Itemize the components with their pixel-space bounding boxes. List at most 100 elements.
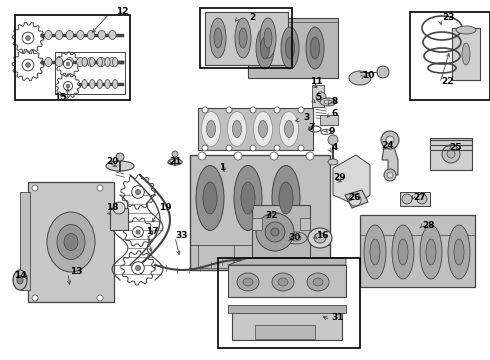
Circle shape xyxy=(172,151,178,157)
Ellipse shape xyxy=(17,276,23,284)
Circle shape xyxy=(202,107,208,113)
Polygon shape xyxy=(205,12,288,65)
Text: 9: 9 xyxy=(329,126,335,135)
Ellipse shape xyxy=(214,28,222,48)
Ellipse shape xyxy=(168,159,182,165)
Ellipse shape xyxy=(364,225,386,279)
Text: 33: 33 xyxy=(176,230,188,239)
Circle shape xyxy=(377,66,389,78)
Ellipse shape xyxy=(462,43,470,65)
Circle shape xyxy=(116,153,124,161)
Bar xyxy=(248,18,338,78)
Ellipse shape xyxy=(314,233,326,243)
Bar xyxy=(190,155,330,270)
Ellipse shape xyxy=(201,112,220,147)
Circle shape xyxy=(298,145,304,151)
Circle shape xyxy=(132,262,144,274)
Circle shape xyxy=(97,185,103,191)
Ellipse shape xyxy=(235,18,251,58)
Text: 5: 5 xyxy=(315,94,321,103)
Bar xyxy=(232,308,342,340)
Circle shape xyxy=(250,107,256,113)
Text: 15: 15 xyxy=(54,94,66,103)
Polygon shape xyxy=(228,258,346,265)
Bar xyxy=(360,215,475,287)
Ellipse shape xyxy=(454,239,464,265)
Text: 27: 27 xyxy=(414,194,426,202)
Ellipse shape xyxy=(420,225,442,279)
Ellipse shape xyxy=(210,18,226,58)
Circle shape xyxy=(64,59,73,68)
Ellipse shape xyxy=(271,228,279,236)
Ellipse shape xyxy=(109,31,116,40)
Ellipse shape xyxy=(97,80,102,89)
Circle shape xyxy=(226,107,232,113)
Ellipse shape xyxy=(87,58,95,67)
Ellipse shape xyxy=(237,273,259,291)
Ellipse shape xyxy=(98,31,105,40)
Ellipse shape xyxy=(241,182,255,214)
Circle shape xyxy=(66,62,70,66)
Text: 6: 6 xyxy=(332,108,338,117)
Bar xyxy=(200,8,292,68)
Ellipse shape xyxy=(243,278,253,286)
Text: 28: 28 xyxy=(422,220,434,230)
Ellipse shape xyxy=(261,37,270,59)
Ellipse shape xyxy=(106,161,134,171)
Ellipse shape xyxy=(98,58,105,67)
Text: 8: 8 xyxy=(332,96,338,105)
Circle shape xyxy=(113,202,125,214)
Ellipse shape xyxy=(381,131,399,149)
Text: 23: 23 xyxy=(442,13,454,22)
Ellipse shape xyxy=(265,222,285,242)
Bar xyxy=(320,115,338,125)
Ellipse shape xyxy=(227,112,246,147)
Bar xyxy=(28,182,114,302)
Ellipse shape xyxy=(387,172,393,178)
Circle shape xyxy=(250,145,256,151)
Ellipse shape xyxy=(239,28,247,48)
Text: 31: 31 xyxy=(332,314,344,323)
Circle shape xyxy=(306,152,314,160)
Circle shape xyxy=(349,194,361,206)
Bar xyxy=(252,205,310,260)
Circle shape xyxy=(22,32,34,44)
Ellipse shape xyxy=(311,37,319,59)
Ellipse shape xyxy=(90,58,95,67)
Ellipse shape xyxy=(259,121,268,138)
Bar xyxy=(198,108,313,150)
Ellipse shape xyxy=(278,278,288,286)
Text: 14: 14 xyxy=(14,270,26,279)
Ellipse shape xyxy=(313,278,323,286)
Text: 29: 29 xyxy=(334,174,346,183)
Text: 30: 30 xyxy=(289,234,301,243)
Circle shape xyxy=(97,295,103,301)
Ellipse shape xyxy=(426,239,436,265)
Circle shape xyxy=(22,59,34,71)
Ellipse shape xyxy=(82,58,87,67)
Text: 11: 11 xyxy=(310,77,322,86)
Ellipse shape xyxy=(109,58,116,67)
Ellipse shape xyxy=(82,80,87,89)
Ellipse shape xyxy=(442,145,460,163)
Ellipse shape xyxy=(76,31,84,40)
Ellipse shape xyxy=(264,28,272,48)
Ellipse shape xyxy=(90,80,95,89)
Ellipse shape xyxy=(448,225,470,279)
Ellipse shape xyxy=(307,273,329,291)
Ellipse shape xyxy=(281,27,299,69)
Ellipse shape xyxy=(66,58,74,67)
Ellipse shape xyxy=(277,227,315,249)
Ellipse shape xyxy=(320,98,336,106)
Text: 18: 18 xyxy=(106,203,118,212)
Ellipse shape xyxy=(386,136,394,144)
Text: 22: 22 xyxy=(441,77,453,86)
Circle shape xyxy=(328,135,338,145)
Ellipse shape xyxy=(256,213,294,251)
Ellipse shape xyxy=(398,239,408,265)
Ellipse shape xyxy=(112,80,118,89)
Ellipse shape xyxy=(55,31,63,40)
Text: 2: 2 xyxy=(249,13,255,22)
Ellipse shape xyxy=(45,31,52,40)
Ellipse shape xyxy=(57,225,85,260)
